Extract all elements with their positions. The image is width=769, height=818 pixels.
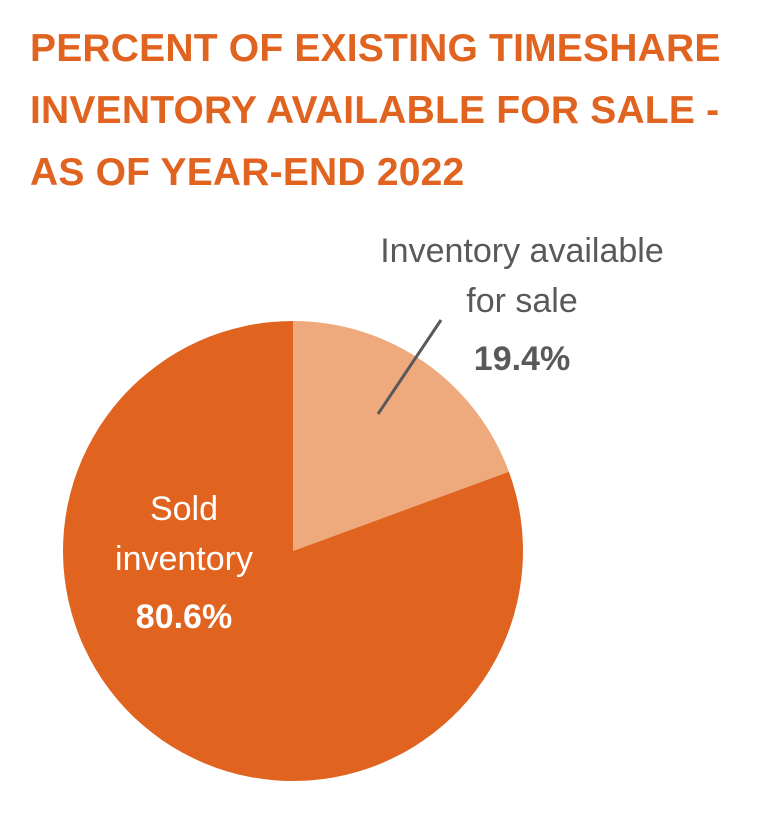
- chart-title: PERCENT OF EXISTING TIMESHARE INVENTORY …: [30, 18, 721, 204]
- leader-line: [376, 319, 443, 415]
- slice-sold-inventory: [62, 321, 524, 781]
- available-label-line2: for sale: [466, 282, 578, 320]
- title-line: PERCENT OF EXISTING TIMESHARE: [30, 27, 721, 70]
- title-line: AS OF YEAR-END 2022: [30, 151, 465, 194]
- available-label-line1: Inventory available: [380, 232, 664, 270]
- slice-available-for-sale: [293, 321, 509, 551]
- title-line: INVENTORY AVAILABLE FOR SALE -: [30, 89, 720, 132]
- sold-value-label: 80.6%: [136, 598, 232, 636]
- sold-label-line1: Sold: [150, 490, 218, 528]
- sold-label-line2: inventory: [115, 540, 253, 578]
- available-value-label: 19.4%: [474, 340, 570, 378]
